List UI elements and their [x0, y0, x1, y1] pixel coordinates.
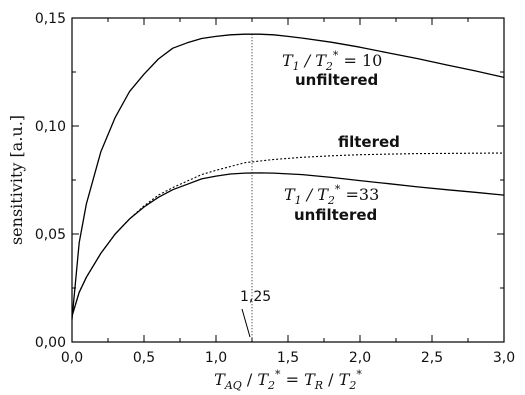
x-tick-label: 2,0: [349, 350, 371, 366]
series-line-3: [71, 172, 505, 317]
y-axis-label: sensitivity [a.u.]: [7, 115, 26, 245]
series-line-1: [71, 33, 505, 320]
x-tick-label: 2,5: [421, 350, 443, 366]
y-tick-label: 0,15: [35, 11, 66, 27]
curve3-note: unfiltered: [294, 206, 377, 224]
x-tick-label: 0,0: [61, 350, 83, 366]
x-tick-label: 1,5: [277, 350, 299, 366]
marker-pointer: [241, 308, 251, 338]
x-tick-labels: 0,0 0,5 1,0 1,5 2,0 2,5 3,0: [61, 350, 515, 366]
curve1-note: unfiltered: [295, 71, 378, 89]
y-tick-label: 0,10: [35, 119, 66, 135]
axis-ticks: [71, 17, 505, 343]
x-tick-label: 0,5: [133, 350, 155, 366]
curve3-ratio-label: T1 / T2* =33: [284, 183, 379, 207]
marker-label: 1,25: [240, 289, 271, 305]
x-tick-label: 1,0: [205, 350, 227, 366]
curve1-ratio-label: T1 / T2* = 10: [282, 49, 382, 73]
series-line-2: [71, 152, 505, 317]
x-tick-label: 3,0: [493, 350, 515, 366]
x-axis-label: TAQ / T2* = TR / T2*: [214, 368, 362, 392]
filtered-label: filtered: [338, 133, 400, 151]
y-tick-labels: 0,00 0,05 0,10 0,15: [35, 11, 66, 351]
series-lines: [71, 33, 505, 320]
y-tick-label: 0,05: [35, 227, 66, 243]
y-tick-label: 0,00: [35, 335, 66, 351]
